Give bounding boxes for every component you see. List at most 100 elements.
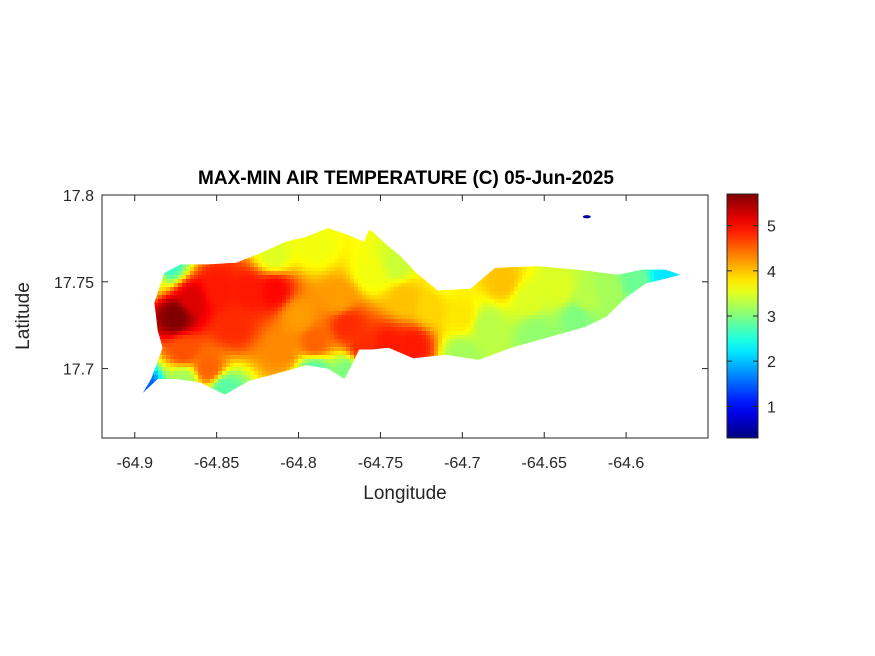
heat-cell (578, 295, 583, 300)
heat-cell (298, 243, 303, 248)
heat-cell (522, 275, 527, 280)
heat-cell (354, 211, 359, 216)
heat-cell (102, 211, 107, 216)
heat-cell (162, 267, 167, 272)
heat-cell (454, 199, 459, 204)
heat-cell (402, 223, 407, 228)
heat-cell (630, 315, 635, 320)
heat-cell (158, 271, 163, 276)
heat-cell (690, 211, 695, 216)
heat-cell (162, 279, 167, 284)
heat-cell (270, 263, 275, 268)
heat-cell (574, 195, 579, 200)
heat-cell (458, 271, 463, 276)
heat-cell (526, 203, 531, 208)
heat-cell (378, 299, 383, 304)
heat-cell (450, 228, 455, 232)
heat-cell (634, 231, 639, 236)
heat-cell (590, 291, 595, 296)
heat-cell (370, 279, 375, 284)
heat-cell (674, 275, 679, 280)
heat-cell (414, 291, 419, 296)
heat-cell (146, 267, 151, 272)
heat-cell (538, 311, 543, 316)
heat-cell (326, 323, 331, 328)
heat-cell (310, 319, 315, 324)
heat-cell (426, 307, 431, 312)
heat-cell (546, 251, 551, 256)
heat-cell (262, 255, 267, 260)
heat-cell (470, 283, 475, 288)
heat-cell (314, 255, 319, 260)
heat-cell (526, 215, 531, 220)
heat-cell (526, 235, 531, 240)
heat-cell (234, 251, 239, 256)
heat-cell (426, 263, 431, 268)
heat-cell (266, 255, 271, 260)
heat-cell (162, 195, 167, 200)
heat-cell (430, 319, 435, 324)
heat-cell (398, 251, 403, 256)
heat-cell (658, 203, 663, 208)
heat-cell (146, 315, 151, 320)
heat-cell (274, 203, 279, 208)
heat-cell (370, 275, 375, 280)
heat-cell (386, 279, 391, 284)
heat-cell (118, 259, 123, 264)
heat-cell (378, 247, 383, 252)
heat-cell (386, 199, 391, 204)
heat-cell (174, 279, 179, 284)
heat-cell (582, 203, 587, 208)
heat-cell (186, 287, 191, 292)
heat-cell (678, 219, 683, 224)
heat-cell (386, 275, 391, 280)
heat-cell (582, 315, 587, 320)
heat-cell (130, 287, 135, 292)
heat-cell (126, 315, 131, 320)
heat-cell (218, 259, 223, 264)
heat-cell (290, 267, 295, 272)
heat-cell (158, 295, 163, 300)
heat-cell (218, 235, 223, 240)
heat-cell (262, 271, 267, 276)
heat-cell (606, 203, 611, 208)
heat-cell (686, 219, 691, 224)
heat-cell (690, 279, 695, 284)
heat-cell (658, 267, 663, 272)
heat-cell (386, 267, 391, 272)
heat-cell (262, 231, 267, 236)
heat-cell (306, 195, 311, 200)
heat-cell (290, 231, 295, 236)
heat-cell (374, 235, 379, 240)
heat-cell (570, 228, 575, 232)
heat-cell (226, 267, 231, 272)
heat-cell (442, 303, 447, 308)
heat-cell (154, 319, 159, 324)
heat-cell (694, 287, 699, 292)
heat-cell (498, 195, 503, 200)
heat-cell (450, 195, 455, 200)
heat-cell (122, 287, 127, 292)
heat-cell (130, 235, 135, 240)
heat-cell (630, 299, 635, 304)
heat-cell (586, 243, 591, 248)
heat-cell (278, 307, 283, 312)
heat-cell (190, 295, 195, 300)
heat-cell (510, 211, 515, 216)
heat-cell (270, 195, 275, 200)
heat-cell (358, 219, 363, 224)
heat-cell (702, 303, 707, 308)
heat-cell (506, 323, 511, 328)
heat-cell (122, 195, 127, 200)
heat-cell (658, 211, 663, 216)
heat-cell (394, 207, 399, 212)
heat-cell (550, 231, 555, 236)
heat-cell (430, 223, 435, 228)
heat-cell (346, 255, 351, 260)
heat-cell (258, 303, 263, 308)
heat-cell (274, 247, 279, 252)
heat-cell (218, 275, 223, 280)
heat-cell (614, 283, 619, 288)
heat-cell (250, 255, 255, 260)
heat-cell (582, 307, 587, 312)
